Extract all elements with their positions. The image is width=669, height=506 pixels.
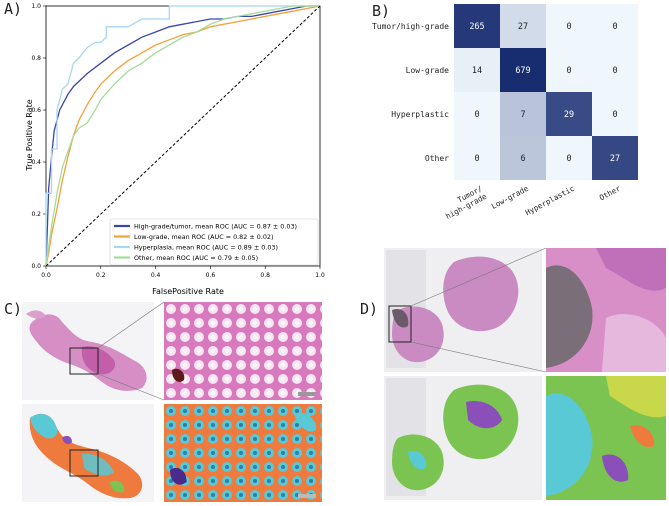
matrix-cell-value: 0: [566, 22, 571, 32]
roc-series-line-chance: [45, 5, 321, 267]
matrix-cell: [592, 4, 638, 48]
roc-legend-box: [109, 218, 319, 266]
legend-entry: Low-grade, mean ROC (AUC = 0.82 ± 0.02): [134, 233, 273, 241]
matrix-cell-value: 7: [520, 110, 525, 120]
matrix-cell-value: 265: [469, 22, 484, 32]
matrix-cell-value: 27: [518, 22, 528, 32]
matrix-cell: [454, 48, 500, 92]
matrix-cell-value: 0: [474, 154, 479, 164]
panel-d-seg-overview: [384, 376, 542, 500]
matrix-cell-value: 0: [612, 22, 617, 32]
panel-label-c: C): [4, 300, 23, 318]
panel-label-b: B): [372, 2, 391, 20]
roc-x-axis-label: FalsePositive Rate: [152, 287, 224, 296]
roc-chart: 0.0 0.2 0.4 0.6 0.8 1.0 0.0 0.2 0.4 0.6 0.8 1.0 Fal…: [25, 3, 325, 296]
matrix-row-label: Other: [425, 154, 449, 163]
matrix-cell-value: 14: [472, 66, 482, 76]
matrix-cell: [454, 92, 500, 136]
matrix-row-label: Low-grade: [406, 66, 450, 75]
matrix-cell: [500, 4, 546, 48]
matrix-cell: [500, 136, 546, 180]
matrix-cell-value: 27: [610, 154, 620, 164]
roc-series-line-high-grade: [45, 5, 320, 267]
x-tick-label: 0.4: [151, 272, 161, 279]
panel-c-seg-zoom: [164, 404, 322, 502]
y-tick-label: 0.0: [31, 263, 41, 270]
matrix-cell: [546, 4, 592, 48]
matrix-cell-value: 6: [520, 154, 525, 164]
matrix-cell: [546, 48, 592, 92]
legend-entry: Other, mean ROC (AUC = 0.79 ± 0.05): [134, 254, 258, 262]
matrix-cell-value: 29: [564, 110, 574, 120]
matrix-cell: [592, 136, 638, 180]
roc-series: [45, 5, 321, 267]
x-tick-label: 0.2: [96, 272, 106, 279]
y-tick-label: 0.2: [31, 211, 41, 218]
legend-entry: High-grade/tumor, mean ROC (AUC = 0.87 ±…: [134, 223, 297, 231]
confusion-matrix-row-labels: Tumor/high-grade Low-grade Hyperplastic Oth…: [372, 22, 449, 163]
matrix-cell: [546, 92, 592, 136]
matrix-row-label: Hyperplastic: [391, 110, 449, 119]
confusion-matrix-cells: 265 27 0 0 14 679 0 0 0 7 29 0 0 6 0 27: [454, 4, 638, 180]
y-tick-label: 0.8: [31, 55, 41, 62]
legend-entry: Hyperplasia, mean ROC (AUC = 0.89 ± 0.03…: [134, 244, 278, 252]
roc-y-axis-label: True Positive Rate: [25, 99, 34, 171]
panel-d-he-overview: [384, 248, 542, 372]
y-tick-label: 0.4: [31, 159, 41, 166]
matrix-cell-value: 0: [474, 110, 479, 120]
roc-axes: 0.0 0.2 0.4 0.6 0.8 1.0 0.0 0.2 0.4 0.6 0.8 1.0: [31, 3, 324, 279]
matrix-cell-value: 0: [566, 154, 571, 164]
x-tick-label: 0.6: [206, 272, 216, 279]
matrix-cell: [500, 92, 546, 136]
panel-c-seg-overview: [22, 404, 154, 502]
roc-series-line-other: [45, 5, 320, 267]
matrix-cell: [454, 4, 500, 48]
matrix-row-label: Tumor/high-grade: [372, 22, 449, 31]
y-tick-label: 0.6: [31, 107, 41, 114]
confusion-matrix: 265 27 0 0 14 679 0 0 0 7 29 0 0 6 0 27 Tumor/high-grad…: [372, 4, 638, 221]
matrix-cell-value: 0: [612, 66, 617, 76]
matrix-cell: [592, 92, 638, 136]
panel-d-he-zoom: [546, 248, 666, 372]
panel-c-he-overview: [22, 302, 154, 400]
panel-d-seg-zoom: [546, 376, 666, 500]
matrix-cell-value: 0: [612, 110, 617, 120]
x-tick-label: 1.0: [315, 272, 325, 279]
matrix-cell: [454, 136, 500, 180]
roc-series-line-hyperplasia: [45, 5, 320, 266]
panel-c-he-zoom: [164, 302, 322, 400]
panel-label-d: D): [360, 300, 379, 318]
roc-series-line-low-grade: [45, 5, 321, 267]
matrix-cell: [500, 48, 546, 92]
x-tick-label: 0.8: [260, 272, 270, 279]
roc-legend: High-grade/tumor, mean ROC (AUC = 0.87 ±…: [109, 218, 319, 266]
panel-label-a: A): [4, 0, 23, 18]
matrix-cell: [546, 136, 592, 180]
matrix-cell-value: 679: [515, 66, 530, 76]
matrix-cell: [592, 48, 638, 92]
x-tick-label: 0.0: [41, 272, 51, 279]
matrix-cell-value: 0: [566, 66, 571, 76]
y-tick-label: 1.0: [31, 3, 41, 10]
